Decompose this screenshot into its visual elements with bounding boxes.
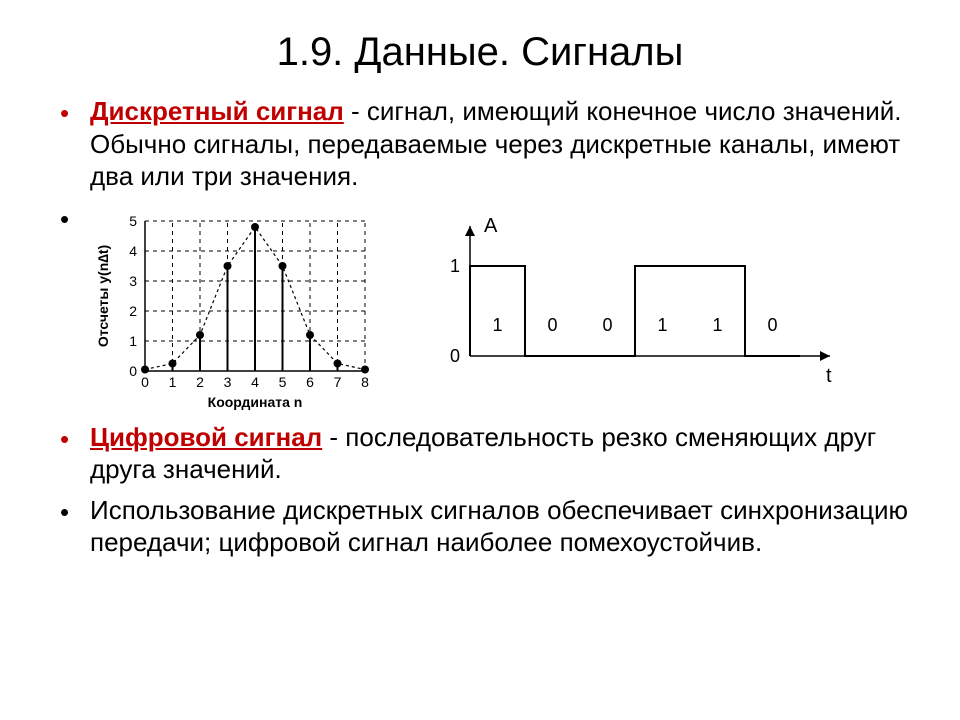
svg-text:0: 0	[450, 346, 460, 366]
svg-text:1: 1	[492, 315, 502, 335]
slide: 1.9. Данные. Сигналы Дискретный сигнал -…	[0, 0, 960, 720]
svg-text:4: 4	[129, 243, 137, 259]
svg-text:1: 1	[169, 374, 177, 390]
text-usage: Использование дискретных сигналов обеспе…	[90, 495, 908, 558]
bullet-charts: 0 1 2 3 4 5 6 7 8 0 1 2 3 4 5 Координата n Отсчеты y(n∆t…	[50, 201, 910, 411]
term-digital: Цифровой сигнал	[90, 422, 322, 452]
svg-text:5: 5	[279, 374, 287, 390]
svg-text:1: 1	[450, 256, 460, 276]
bullet-usage: Использование дискретных сигналов обеспе…	[50, 494, 910, 559]
svg-text:4: 4	[251, 374, 259, 390]
svg-text:2: 2	[129, 303, 137, 319]
term-discrete: Дискретный сигнал	[90, 96, 344, 126]
svg-text:0: 0	[767, 315, 777, 335]
svg-text:t: t	[826, 365, 832, 387]
svg-text:3: 3	[129, 273, 137, 289]
svg-text:A: A	[484, 215, 498, 237]
charts-row: 0 1 2 3 4 5 6 7 8 0 1 2 3 4 5 Координата n Отсчеты y(n∆t…	[90, 201, 910, 411]
svg-text:0: 0	[602, 315, 612, 335]
slide-title: 1.9. Данные. Сигналы	[50, 30, 910, 75]
svg-text:Отсчеты y(n∆t): Отсчеты y(n∆t)	[95, 244, 111, 346]
svg-text:0: 0	[129, 363, 137, 379]
bullet-list: Дискретный сигнал - сигнал, имеющий коне…	[50, 95, 910, 559]
svg-text:1: 1	[129, 333, 137, 349]
svg-text:0: 0	[547, 315, 557, 335]
svg-text:3: 3	[224, 374, 232, 390]
svg-text:6: 6	[306, 374, 314, 390]
svg-text:1: 1	[657, 315, 667, 335]
svg-text:5: 5	[129, 213, 137, 229]
svg-text:2: 2	[196, 374, 204, 390]
svg-text:1: 1	[712, 315, 722, 335]
bullet-digital: Цифровой сигнал - последовательность рез…	[50, 421, 910, 486]
svg-text:Координата n: Координата n	[208, 394, 303, 410]
svg-text:8: 8	[361, 374, 369, 390]
bullet-discrete: Дискретный сигнал - сигнал, имеющий коне…	[50, 95, 910, 193]
discrete-signal-chart: 0 1 2 3 4 5 6 7 8 0 1 2 3 4 5 Координата n Отсчеты y(n∆t…	[90, 201, 390, 411]
svg-text:7: 7	[334, 374, 342, 390]
svg-text:0: 0	[141, 374, 149, 390]
digital-signal-chart: 0 1 At 1 0 0 1 1 0	[420, 206, 850, 406]
